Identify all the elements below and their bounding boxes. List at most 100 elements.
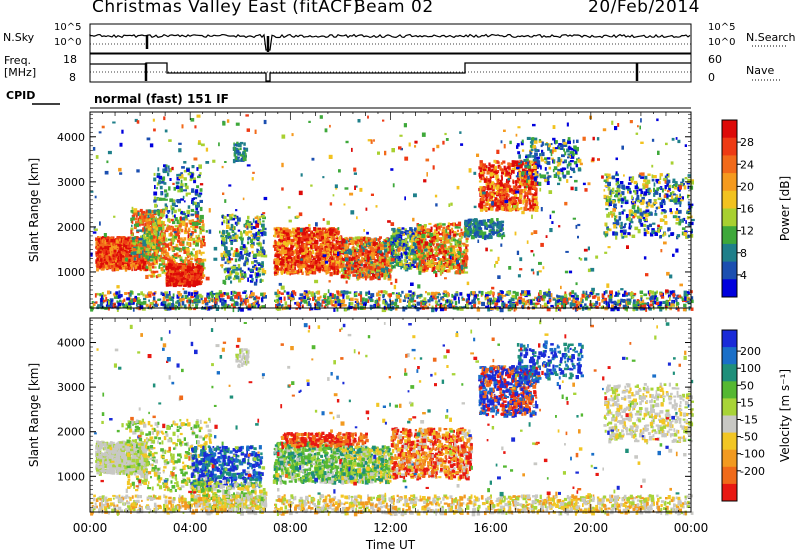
heatmap-cell bbox=[376, 246, 380, 250]
heatmap-cell bbox=[158, 236, 162, 240]
heatmap-cell bbox=[115, 262, 118, 266]
heatmap-cell bbox=[391, 244, 395, 248]
heatmap-cell bbox=[190, 251, 193, 254]
heatmap-cell bbox=[177, 208, 182, 212]
heatmap-cell bbox=[414, 245, 418, 250]
heatmap-cell bbox=[409, 235, 412, 238]
heatmap-cell bbox=[242, 156, 247, 162]
heatmap-cell bbox=[293, 251, 296, 255]
heatmap-cell bbox=[426, 245, 430, 249]
heatmap-cell bbox=[316, 232, 320, 238]
heatmap-cell bbox=[228, 276, 232, 279]
heatmap-cell bbox=[96, 257, 99, 261]
heatmap-cell bbox=[97, 254, 102, 259]
heatmap-cell bbox=[425, 262, 429, 266]
heatmap-cell bbox=[198, 221, 201, 225]
heatmap-cell bbox=[142, 253, 146, 257]
heatmap-cell bbox=[354, 236, 358, 240]
heatmap-cell bbox=[196, 250, 199, 255]
heatmap-cell bbox=[280, 270, 284, 274]
heatmap-cell bbox=[141, 258, 145, 263]
heatmap-cell bbox=[234, 267, 239, 271]
heatmap-cell bbox=[447, 225, 450, 228]
heatmap-cell bbox=[360, 252, 364, 256]
heatmap-cell bbox=[158, 197, 162, 201]
heatmap-cell bbox=[249, 251, 251, 255]
heatmap-cell bbox=[178, 224, 182, 228]
heatmap-cell bbox=[198, 174, 201, 177]
heatmap-cell bbox=[199, 172, 202, 175]
heatmap-cell bbox=[445, 239, 449, 242]
heatmap-cell bbox=[327, 251, 330, 254]
heatmap-cell bbox=[345, 257, 349, 262]
heatmap-cell bbox=[200, 258, 202, 262]
heatmap-cell bbox=[180, 183, 184, 187]
heatmap-cell bbox=[186, 265, 191, 270]
heatmap-cell bbox=[338, 257, 342, 260]
heatmap-cell bbox=[227, 270, 230, 274]
heatmap-cell bbox=[147, 209, 152, 214]
heatmap-cell bbox=[343, 250, 348, 255]
heatmap-cell bbox=[164, 248, 167, 251]
heatmap-cell bbox=[305, 226, 309, 229]
heatmap-cell bbox=[331, 244, 334, 249]
heatmap-cell bbox=[186, 168, 190, 172]
heatmap-cell bbox=[160, 267, 164, 272]
heatmap-cell bbox=[444, 250, 448, 254]
heatmap-cell bbox=[240, 275, 245, 279]
heatmap-cell bbox=[156, 239, 160, 244]
date-title: 20/Feb/2014 bbox=[588, 0, 700, 17]
heatmap-cell bbox=[196, 167, 199, 171]
heatmap-cell bbox=[243, 230, 246, 234]
heatmap-cell bbox=[118, 241, 120, 246]
heatmap-cell bbox=[410, 263, 415, 267]
heatmap-cell bbox=[173, 235, 177, 239]
heatmap-cell bbox=[237, 156, 240, 159]
heatmap-cell bbox=[172, 248, 175, 251]
heatmap-cell bbox=[231, 213, 234, 216]
heatmap-cell bbox=[142, 227, 145, 232]
heatmap-cell bbox=[155, 270, 159, 273]
heatmap-cell bbox=[103, 263, 107, 266]
heatmap-cell bbox=[178, 256, 183, 259]
heatmap-cell bbox=[388, 268, 391, 273]
heatmap-cell bbox=[447, 247, 449, 253]
heatmap-cell bbox=[136, 236, 139, 241]
heatmap-cell bbox=[96, 263, 100, 268]
heatmap-cell bbox=[197, 272, 201, 277]
heatmap-cell bbox=[375, 250, 378, 254]
heatmap-cell bbox=[286, 229, 291, 233]
heatmap-cell bbox=[141, 234, 144, 239]
heatmap-cell bbox=[111, 267, 115, 271]
heatmap-cell bbox=[191, 188, 195, 193]
heatmap-cell bbox=[141, 210, 146, 214]
heatmap-cell bbox=[298, 237, 301, 242]
heatmap-cell bbox=[325, 229, 328, 233]
heatmap-cell bbox=[195, 189, 199, 194]
heatmap-cell bbox=[314, 259, 318, 265]
heatmap-cell bbox=[432, 258, 437, 261]
heatmap-cell bbox=[146, 244, 150, 248]
heatmap-cell bbox=[278, 227, 282, 231]
heatmap-cell bbox=[356, 274, 360, 278]
heatmap-cell bbox=[189, 178, 193, 182]
heatmap-cell bbox=[191, 254, 195, 257]
heatmap-cell bbox=[191, 219, 195, 222]
heatmap-cell bbox=[328, 262, 333, 267]
heatmap-cell bbox=[200, 207, 203, 212]
heatmap-cell bbox=[100, 258, 103, 262]
heatmap-cell bbox=[312, 244, 315, 249]
heatmap-cell bbox=[202, 267, 206, 270]
heatmap-cell bbox=[346, 238, 349, 242]
heatmap-cell bbox=[180, 188, 183, 193]
heatmap-cell bbox=[155, 216, 157, 220]
heatmap-cell bbox=[222, 215, 225, 219]
heatmap-cell bbox=[396, 241, 399, 246]
heatmap-cell bbox=[157, 211, 160, 216]
heatmap-cell bbox=[166, 265, 169, 270]
heatmap-cell bbox=[337, 242, 341, 246]
heatmap-cell bbox=[285, 263, 287, 266]
heatmap-cell bbox=[416, 252, 421, 255]
heatmap-cell bbox=[187, 205, 191, 209]
heatmap-cell bbox=[448, 254, 451, 259]
